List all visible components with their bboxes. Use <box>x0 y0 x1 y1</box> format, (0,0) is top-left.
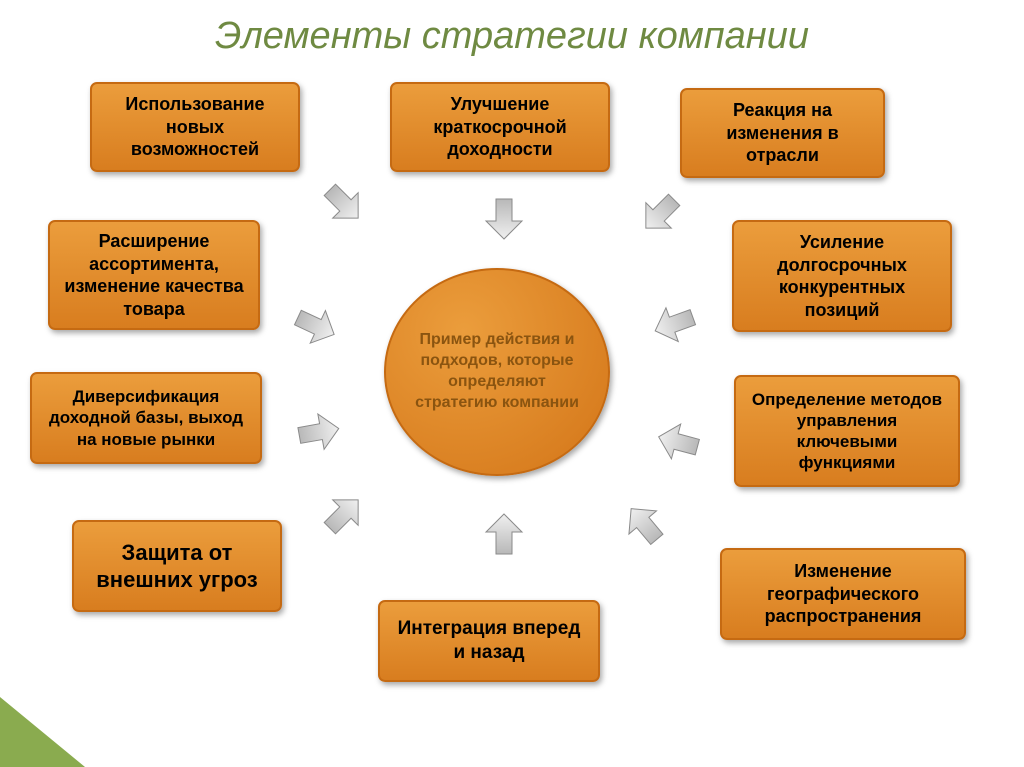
arrow-9 <box>610 490 678 558</box>
arrow-7 <box>310 480 378 548</box>
corner-accent <box>0 697 85 767</box>
arrow-3 <box>284 294 348 358</box>
box-label: Определение методов управления ключевыми… <box>746 389 948 474</box>
box-label: Расширение ассортимента, изменение качес… <box>60 230 248 320</box>
arrow-1 <box>480 195 528 243</box>
box-short-term: Улучшение краткосрочной доходности <box>390 82 610 172</box>
arrow-8 <box>480 510 528 558</box>
arrow-5 <box>291 404 347 460</box>
arrow-2 <box>626 180 694 248</box>
box-label: Изменение географического распространени… <box>732 560 954 628</box>
box-integration: Интеграция вперед и назад <box>378 600 600 682</box>
box-label: Защита от внешних угроз <box>84 539 270 594</box>
arrow-0 <box>310 170 378 238</box>
box-label: Использование новых возможностей <box>102 93 288 161</box>
box-label: Улучшение краткосрочной доходности <box>402 93 598 161</box>
box-new-opportunities: Использование новых возможностей <box>90 82 300 172</box>
center-text: Пример действия и подходов, которые опре… <box>406 330 588 413</box>
center-oval: Пример действия и подходов, которые опре… <box>384 268 610 476</box>
box-label: Усиление долгосрочных конкурентных позиц… <box>744 231 940 321</box>
box-competitive-pos: Усиление долгосрочных конкурентных позиц… <box>732 220 952 332</box>
box-assortment: Расширение ассортимента, изменение качес… <box>48 220 260 330</box>
box-label: Диверсификация доходной базы, выход на н… <box>42 386 250 450</box>
box-diversification: Диверсификация доходной базы, выход на н… <box>30 372 262 464</box>
box-methods: Определение методов управления ключевыми… <box>734 375 960 487</box>
box-label: Интеграция вперед и назад <box>390 617 588 665</box>
arrow-6 <box>649 413 708 472</box>
box-geographic: Изменение географического распространени… <box>720 548 966 640</box>
arrow-4 <box>643 293 705 355</box>
page-title: Элементы стратегии компании <box>0 15 1024 58</box>
box-label: Реакция на изменения в отрасли <box>692 99 873 167</box>
box-industry-reaction: Реакция на изменения в отрасли <box>680 88 885 178</box>
box-protection: Защита от внешних угроз <box>72 520 282 612</box>
